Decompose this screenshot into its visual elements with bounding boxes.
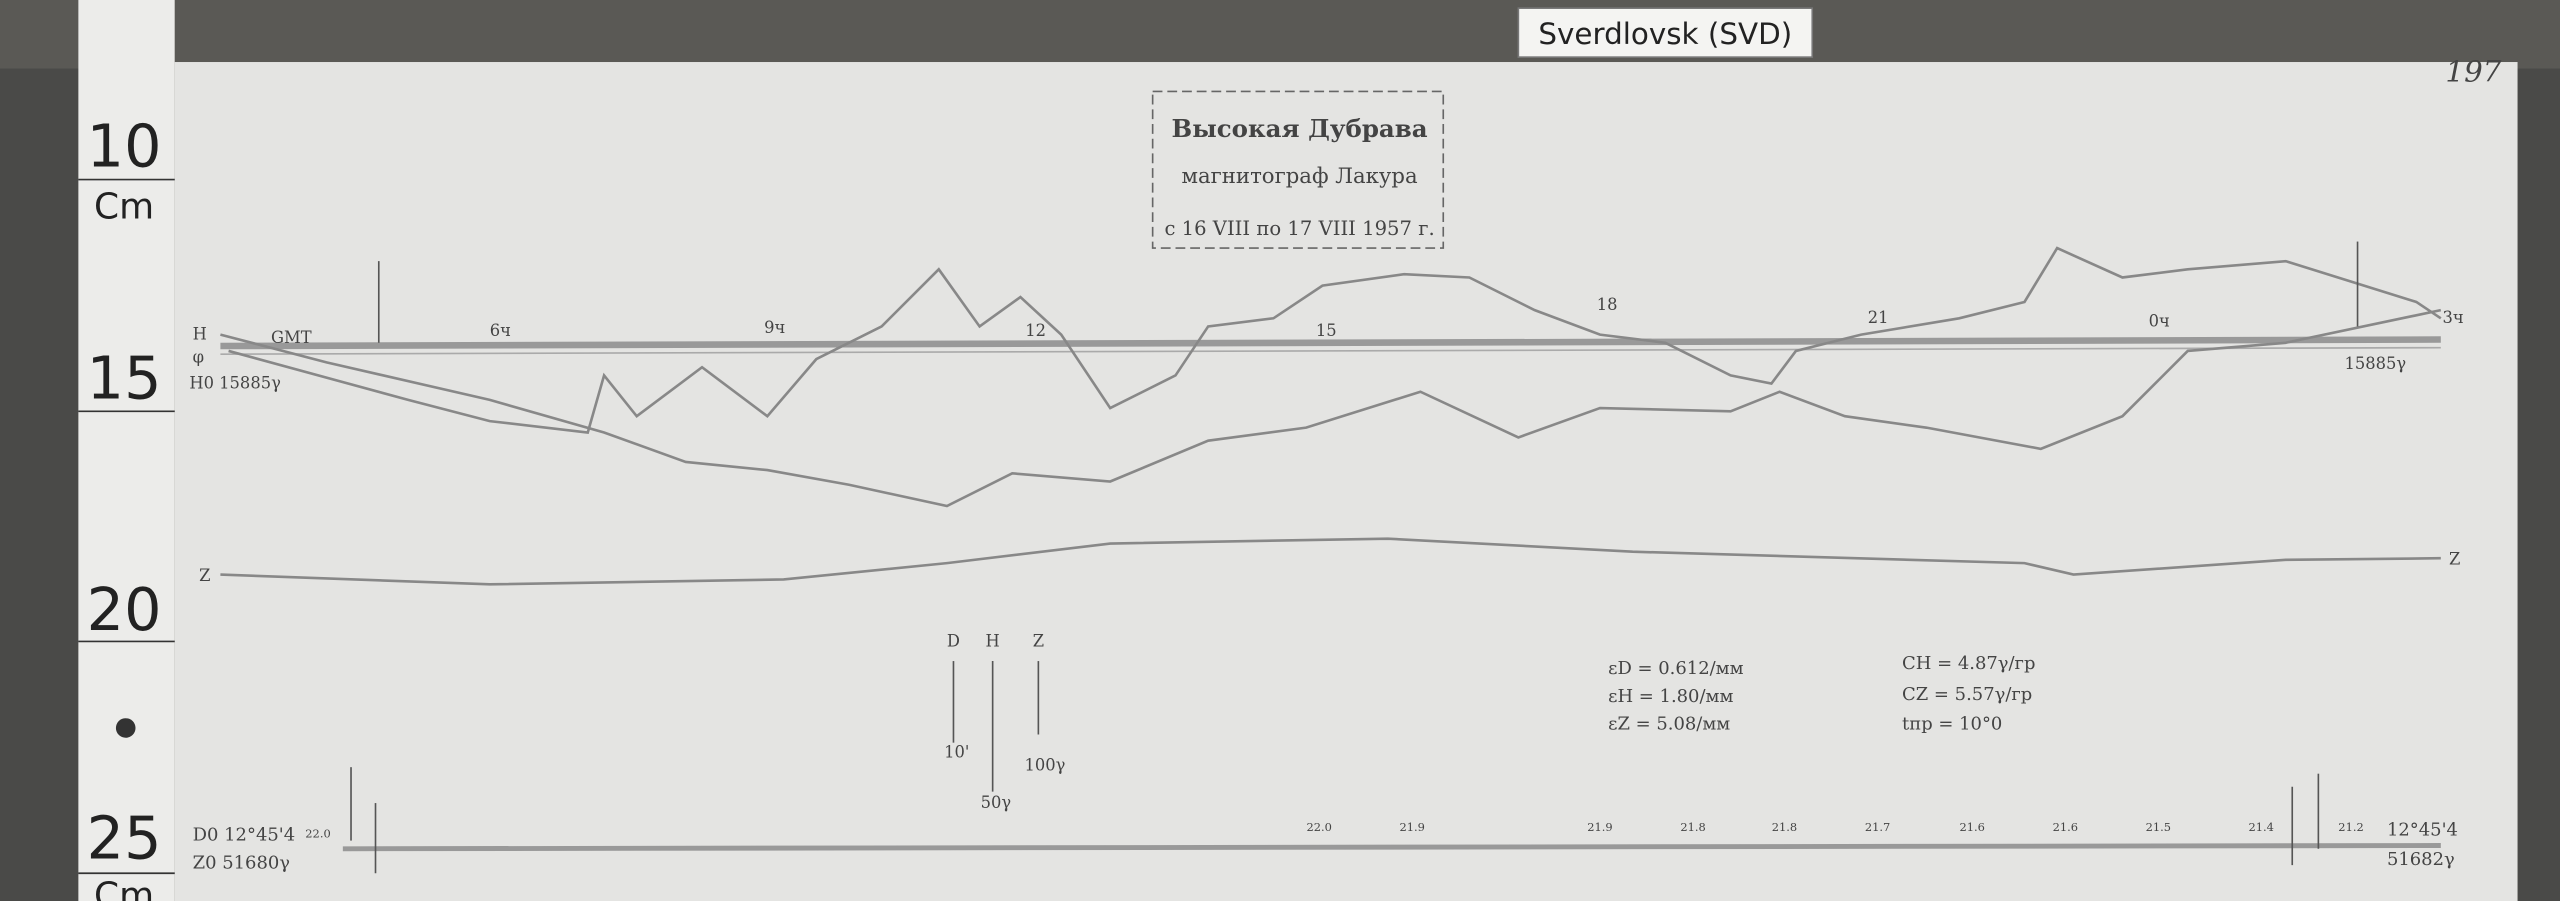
label: D0 12°45'4 bbox=[193, 825, 295, 846]
ruler bbox=[78, 0, 175, 901]
coefficient: CZ = 5.57γ/гр bbox=[1902, 684, 2032, 705]
coefficient: tпр = 10°0 bbox=[1902, 714, 2002, 735]
temperature: 21.2 bbox=[2338, 820, 2363, 834]
scale-labels: D H Z 10' 50γ 100γ bbox=[944, 631, 1065, 812]
hour-label: 9ч bbox=[764, 318, 785, 337]
temperature: 22.0 bbox=[1306, 820, 1331, 834]
temperature: 21.8 bbox=[1680, 820, 1705, 834]
temperature: 21.9 bbox=[1587, 820, 1612, 834]
ruler-label: 20 bbox=[87, 575, 162, 644]
station-label-box bbox=[1517, 7, 1814, 58]
ruler-label: 10 bbox=[87, 111, 162, 180]
scale-label: 100γ bbox=[1024, 755, 1065, 774]
hour-label: 12 bbox=[1025, 321, 1046, 340]
label: H0 15885γ bbox=[189, 373, 280, 392]
temperature: 21.9 bbox=[1400, 820, 1425, 834]
hour-label: 21 bbox=[1868, 308, 1889, 327]
hour-label: 15 bbox=[1316, 321, 1337, 340]
scale-label: H bbox=[986, 631, 1000, 650]
scale-label: Z bbox=[1033, 631, 1044, 650]
paper bbox=[174, 62, 2518, 901]
constants: εD = 0.612/мм εH = 1.80/мм εZ = 5.08/мм … bbox=[1608, 653, 2035, 734]
constant: εZ = 5.08/мм bbox=[1608, 714, 1730, 735]
temperature: 21.7 bbox=[1865, 820, 1890, 834]
left-labels: H GMT φ H0 15885γ Z 15885γ Z bbox=[189, 325, 2460, 586]
label: 12°45'4 bbox=[2387, 820, 2458, 841]
label: H bbox=[193, 325, 207, 344]
hour-label: 6ч bbox=[490, 321, 511, 340]
hour-label: 3ч bbox=[2442, 308, 2463, 327]
label: GMT bbox=[271, 328, 312, 347]
ruler-label: Cm bbox=[94, 876, 154, 901]
hour-label: 0ч bbox=[2149, 311, 2170, 330]
coefficient: CH = 4.87γ/гр bbox=[1902, 653, 2035, 674]
scale-label: 50γ bbox=[981, 793, 1012, 812]
ruler-label: 25 bbox=[87, 804, 162, 873]
ruler-label: Cm bbox=[94, 187, 154, 228]
label: Z bbox=[2449, 550, 2460, 569]
board bbox=[0, 0, 2560, 69]
baseline-labels: D0 12°45'4 Z0 51680γ 22.0 12°45'4 51682γ bbox=[193, 820, 2458, 874]
scale-label: D bbox=[947, 631, 960, 650]
scale-label: 10' bbox=[944, 742, 969, 761]
temperature: 21.6 bbox=[2053, 820, 2078, 834]
label: 15885γ bbox=[2344, 354, 2406, 373]
stamp-line: Высокая Дубрава bbox=[1172, 114, 1428, 143]
label: 22.0 bbox=[305, 826, 330, 840]
ruler-label: 15 bbox=[87, 343, 162, 412]
constant: εH = 1.80/мм bbox=[1608, 686, 1733, 707]
hour-labels: 6ч 9ч 12 15 18 21 0ч 3ч bbox=[490, 295, 2464, 340]
stamp-line: магнитограф Лакура bbox=[1182, 164, 1418, 189]
temperature: 21.5 bbox=[2146, 820, 2171, 834]
stamp bbox=[1151, 90, 1445, 249]
hour-label: 18 bbox=[1597, 295, 1618, 314]
temperature: 21.6 bbox=[1960, 820, 1985, 834]
stamp-line: с 16 VIII по 17 VIII 1957 г. bbox=[1164, 217, 1434, 240]
traces bbox=[220, 241, 2442, 874]
label: φ bbox=[193, 347, 204, 366]
sheet-number: 197 bbox=[2445, 55, 2501, 89]
station-label: Sverdlovsk (SVD) bbox=[1538, 17, 1792, 51]
temperature: 21.8 bbox=[1772, 820, 1797, 834]
temperature-labels: 22.0 21.9 21.9 21.8 21.8 21.7 21.6 21.6 … bbox=[1306, 820, 2363, 834]
label: Z bbox=[199, 566, 210, 585]
label: Z0 51680γ bbox=[193, 852, 290, 873]
temperature: 21.4 bbox=[2249, 820, 2274, 834]
constant: εD = 0.612/мм bbox=[1608, 658, 1743, 679]
label: 51682γ bbox=[2387, 849, 2455, 870]
